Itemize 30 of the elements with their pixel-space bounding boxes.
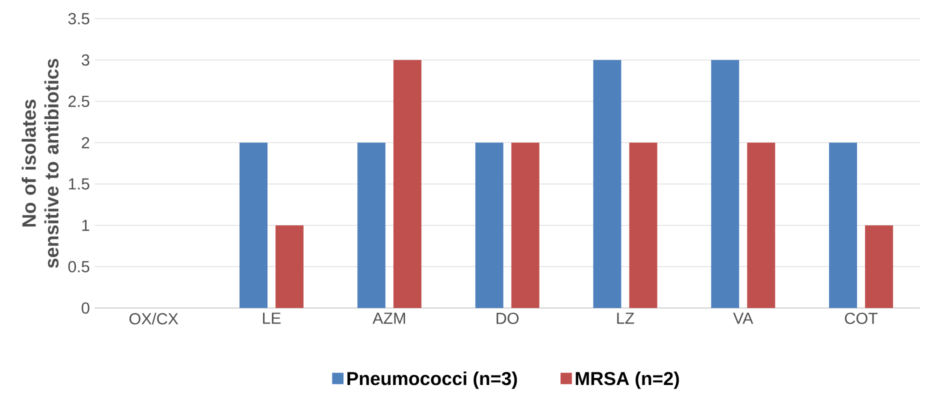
bar <box>357 142 386 308</box>
x-tick-label: LE <box>263 312 281 324</box>
bar <box>747 142 776 308</box>
x-tick-label: LZ <box>617 312 634 324</box>
bar <box>711 60 740 308</box>
x-tick-label: COT <box>844 312 878 324</box>
bar <box>593 60 622 308</box>
y-tick-label: 1 <box>82 220 90 231</box>
bar <box>393 60 422 308</box>
legend-label: Pneumococci (n=3) <box>347 371 517 389</box>
bar <box>240 142 268 308</box>
x-tick-label: VA <box>733 312 754 324</box>
y-tick-label: 0 <box>82 302 90 314</box>
bar <box>829 142 858 308</box>
bar <box>475 142 504 308</box>
bar <box>511 142 540 308</box>
x-tick-label: DO <box>496 312 519 324</box>
y-tick-label: 3.5 <box>68 13 90 24</box>
bar <box>629 142 658 308</box>
x-tick-label: AZM <box>372 312 405 324</box>
bar <box>865 225 894 308</box>
y-tick-label: 2 <box>82 137 90 148</box>
x-tick-label: OX/CX <box>129 312 178 324</box>
y-tick-label: 0.5 <box>68 261 90 272</box>
y-axis-title: No of isolates sensitive to antibiotics <box>22 58 59 268</box>
bar <box>276 225 304 308</box>
y-tick-label: 3 <box>82 54 90 66</box>
y-tick-label: 1.5 <box>68 178 90 190</box>
legend-label: MRSA (n=2) <box>576 371 679 389</box>
y-tick-label: 2.5 <box>68 96 90 107</box>
